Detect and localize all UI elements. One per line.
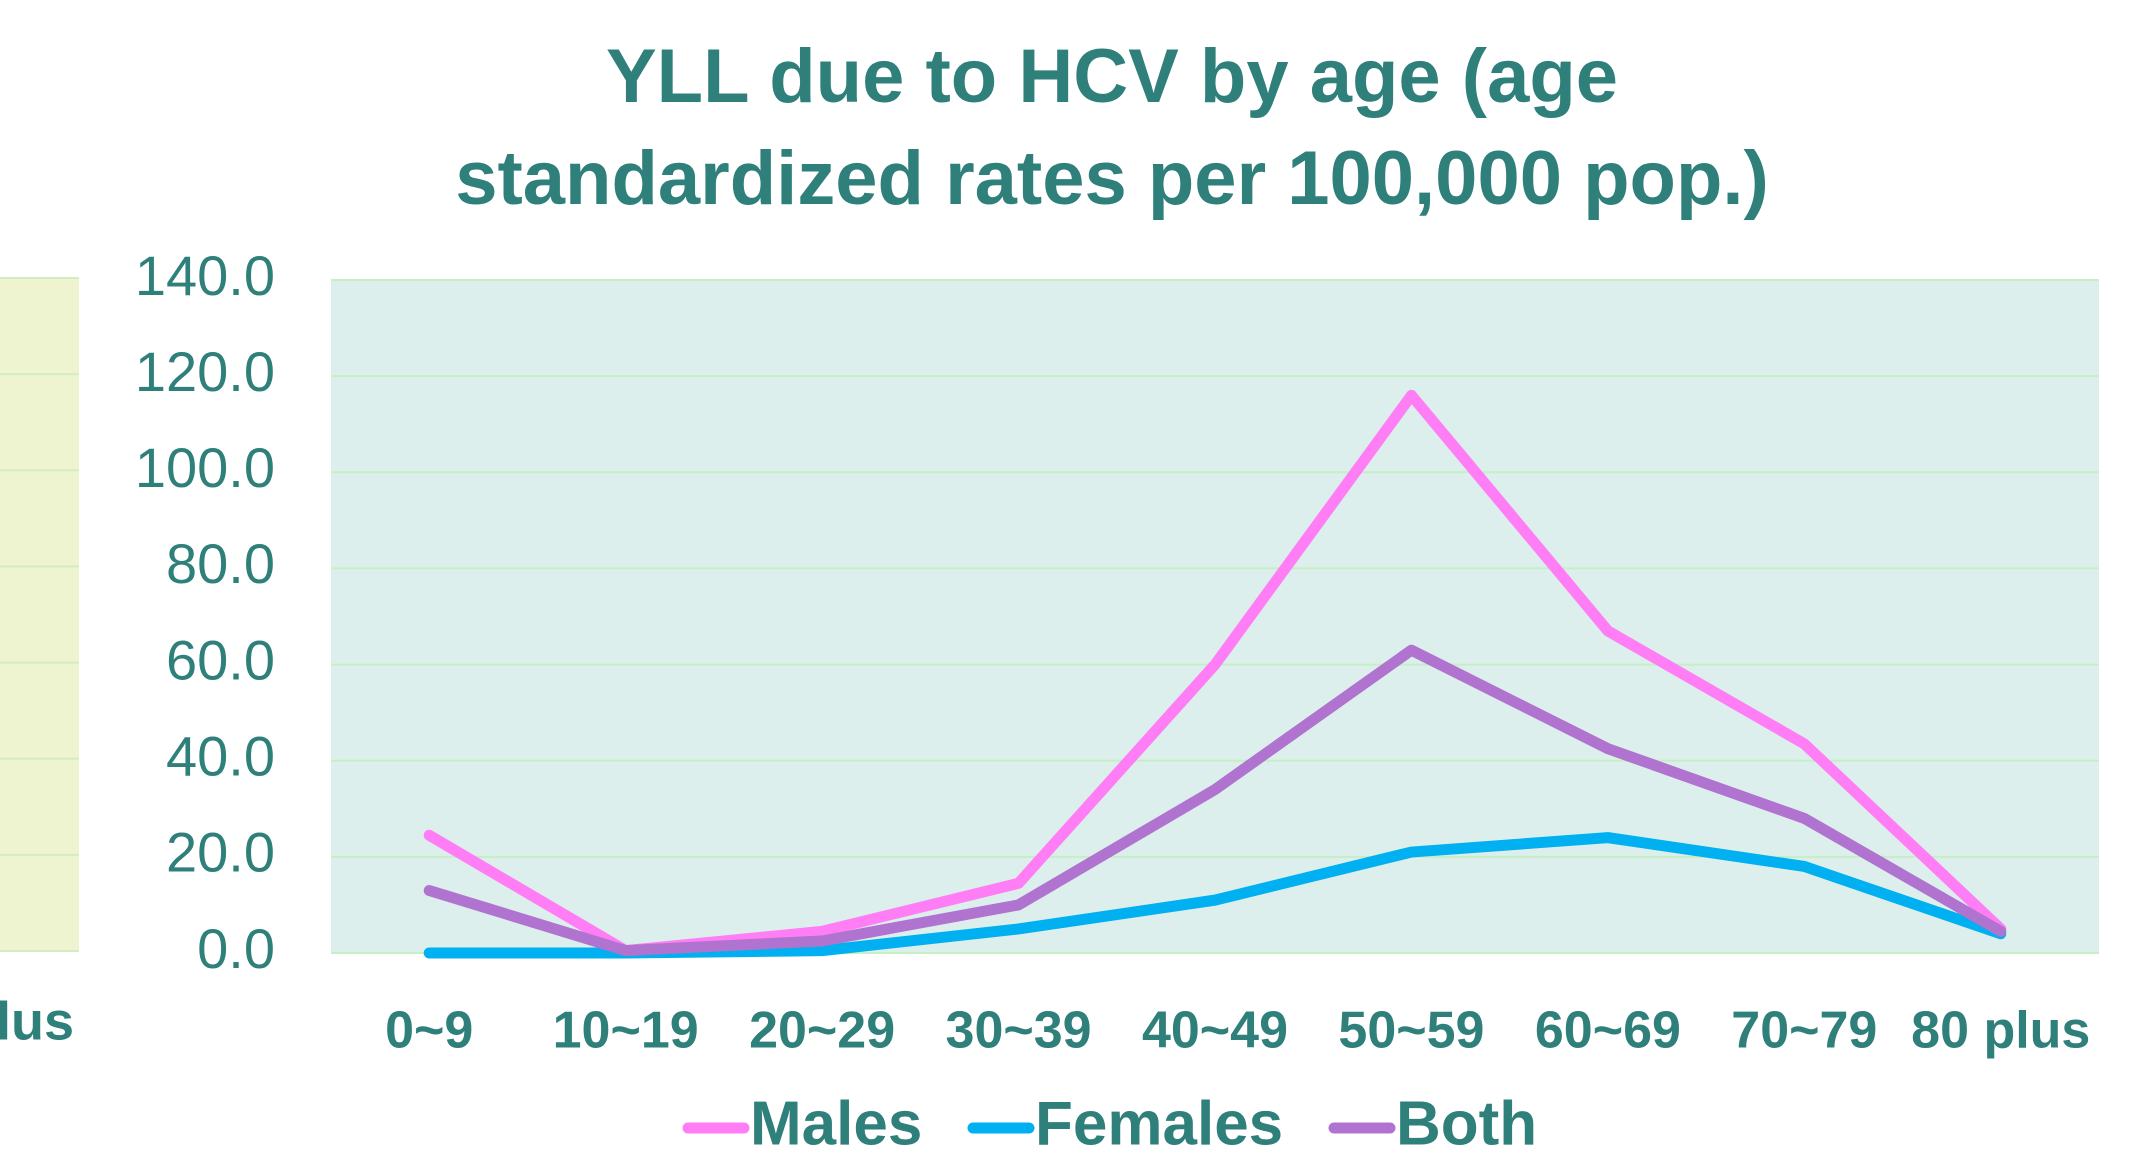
y-tick-label: 100.0 [135, 436, 275, 499]
x-tick-label: 10~19 [553, 1002, 699, 1060]
neighbor-label: lus [0, 991, 74, 1051]
chart-title: YLL due to HCV by age (age [606, 34, 1618, 119]
x-tick-label: 0~9 [385, 1002, 473, 1060]
x-tick-label: 80 plus [1911, 1002, 2090, 1060]
x-tick-label: 20~29 [749, 1002, 895, 1060]
legend-label: Both [1396, 1089, 1537, 1158]
x-tick-label: 70~79 [1731, 1002, 1877, 1060]
y-tick-label: 120.0 [135, 340, 275, 403]
y-tick-label: 40.0 [166, 725, 275, 788]
x-tick-label: 50~59 [1338, 1002, 1484, 1060]
legend-label: Females [1035, 1089, 1283, 1158]
x-tick-label: 40~49 [1142, 1002, 1288, 1060]
y-tick-label: 80.0 [166, 532, 275, 595]
legend-label: Males [750, 1089, 922, 1158]
y-tick-label: 60.0 [166, 628, 275, 691]
y-tick-label: 20.0 [166, 821, 275, 884]
y-tick-label: 140.0 [135, 244, 275, 307]
y-tick-label: 0.0 [197, 917, 275, 980]
chart-title: standardized rates per 100,000 pop.) [455, 136, 1769, 221]
neighbor-panel [0, 277, 79, 950]
x-tick-label: 60~69 [1535, 1002, 1681, 1060]
series-line [423, 644, 2007, 957]
x-tick-label: 30~39 [946, 1002, 1092, 1060]
plot-area [331, 280, 2099, 953]
